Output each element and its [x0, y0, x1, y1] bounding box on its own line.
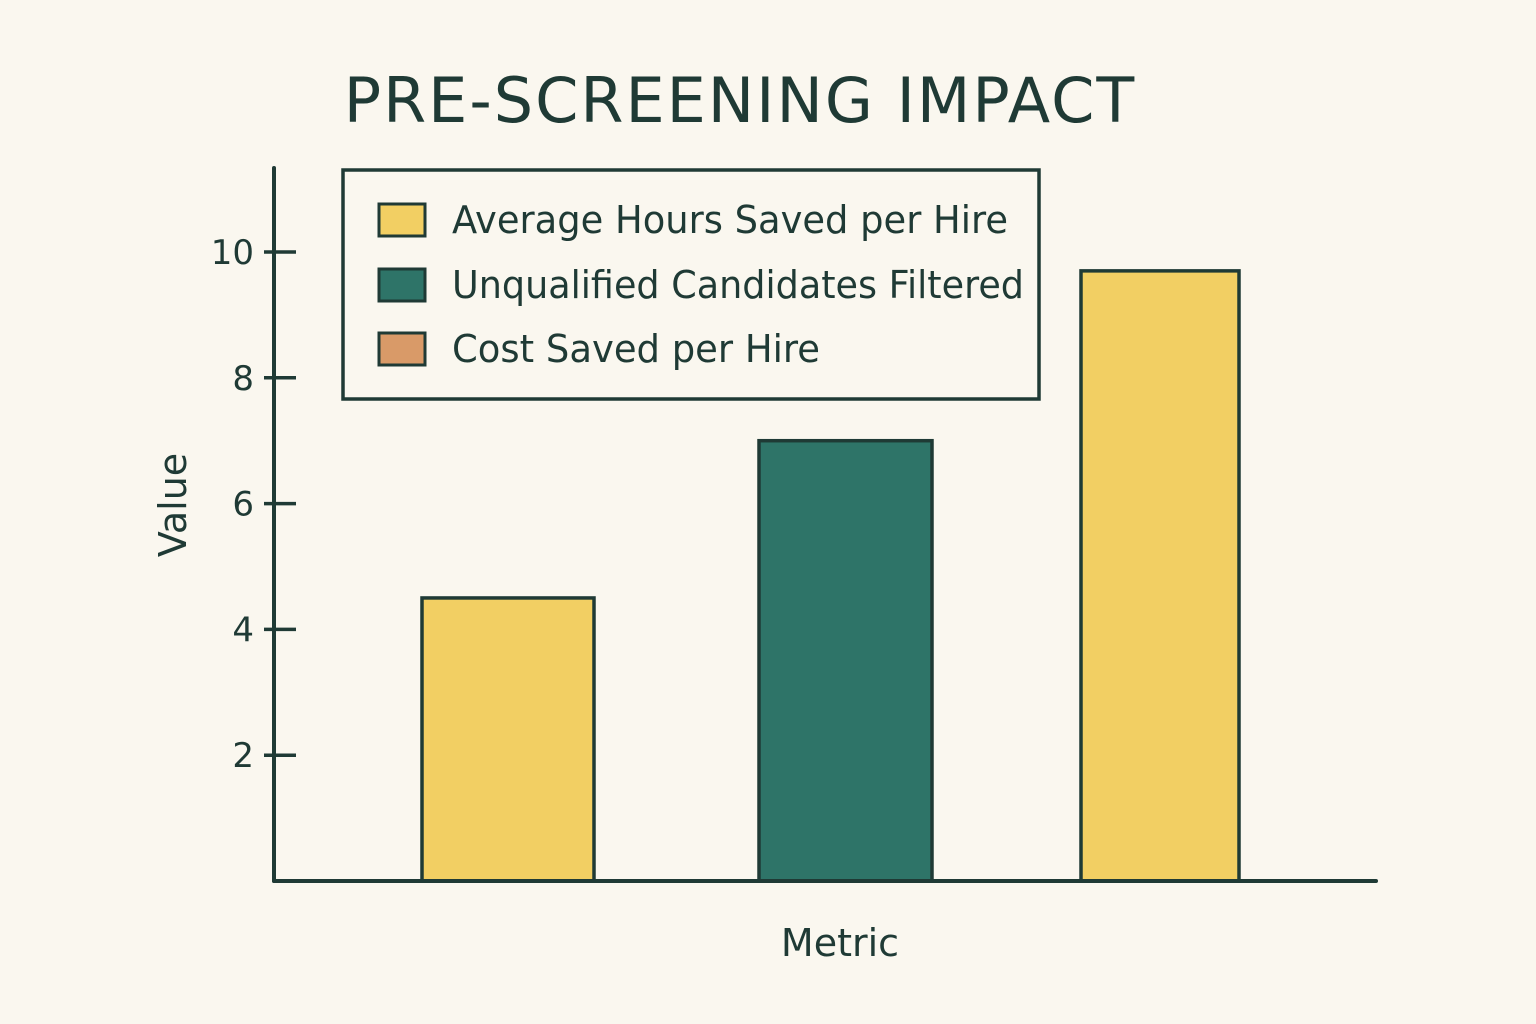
y-tick-label: 6	[232, 485, 254, 525]
y-ticks-layer: 2 4 6 8 10	[211, 233, 296, 776]
legend-label-3: Cost Saved per Hire	[452, 327, 820, 371]
y-axis-label: Value	[151, 453, 195, 557]
x-axis-label: Metric	[781, 921, 899, 965]
legend: Average Hours Saved per Hire Unqualified …	[341, 168, 1041, 401]
bars-layer	[420, 269, 1241, 883]
chart-title: PRE-SCREENING IMPACT	[344, 64, 1137, 137]
legend-swatch-3	[377, 331, 427, 367]
y-tick-label: 8	[232, 359, 254, 399]
bar-2	[757, 438, 934, 883]
legend-swatch-2	[377, 267, 427, 303]
y-tick-label: 4	[232, 610, 254, 650]
bar-1	[420, 596, 596, 883]
y-tick-label: 2	[232, 736, 254, 776]
y-tick-label: 10	[211, 233, 254, 273]
legend-entries: Average Hours Saved per Hire Unqualified …	[377, 198, 1024, 371]
legend-label-2: Unqualified Candidates Filtered	[452, 263, 1024, 307]
legend-box	[341, 168, 1041, 401]
legend-swatch-1	[377, 202, 427, 238]
legend-label-1: Average Hours Saved per Hire	[452, 198, 1008, 242]
bar-3	[1079, 269, 1241, 883]
